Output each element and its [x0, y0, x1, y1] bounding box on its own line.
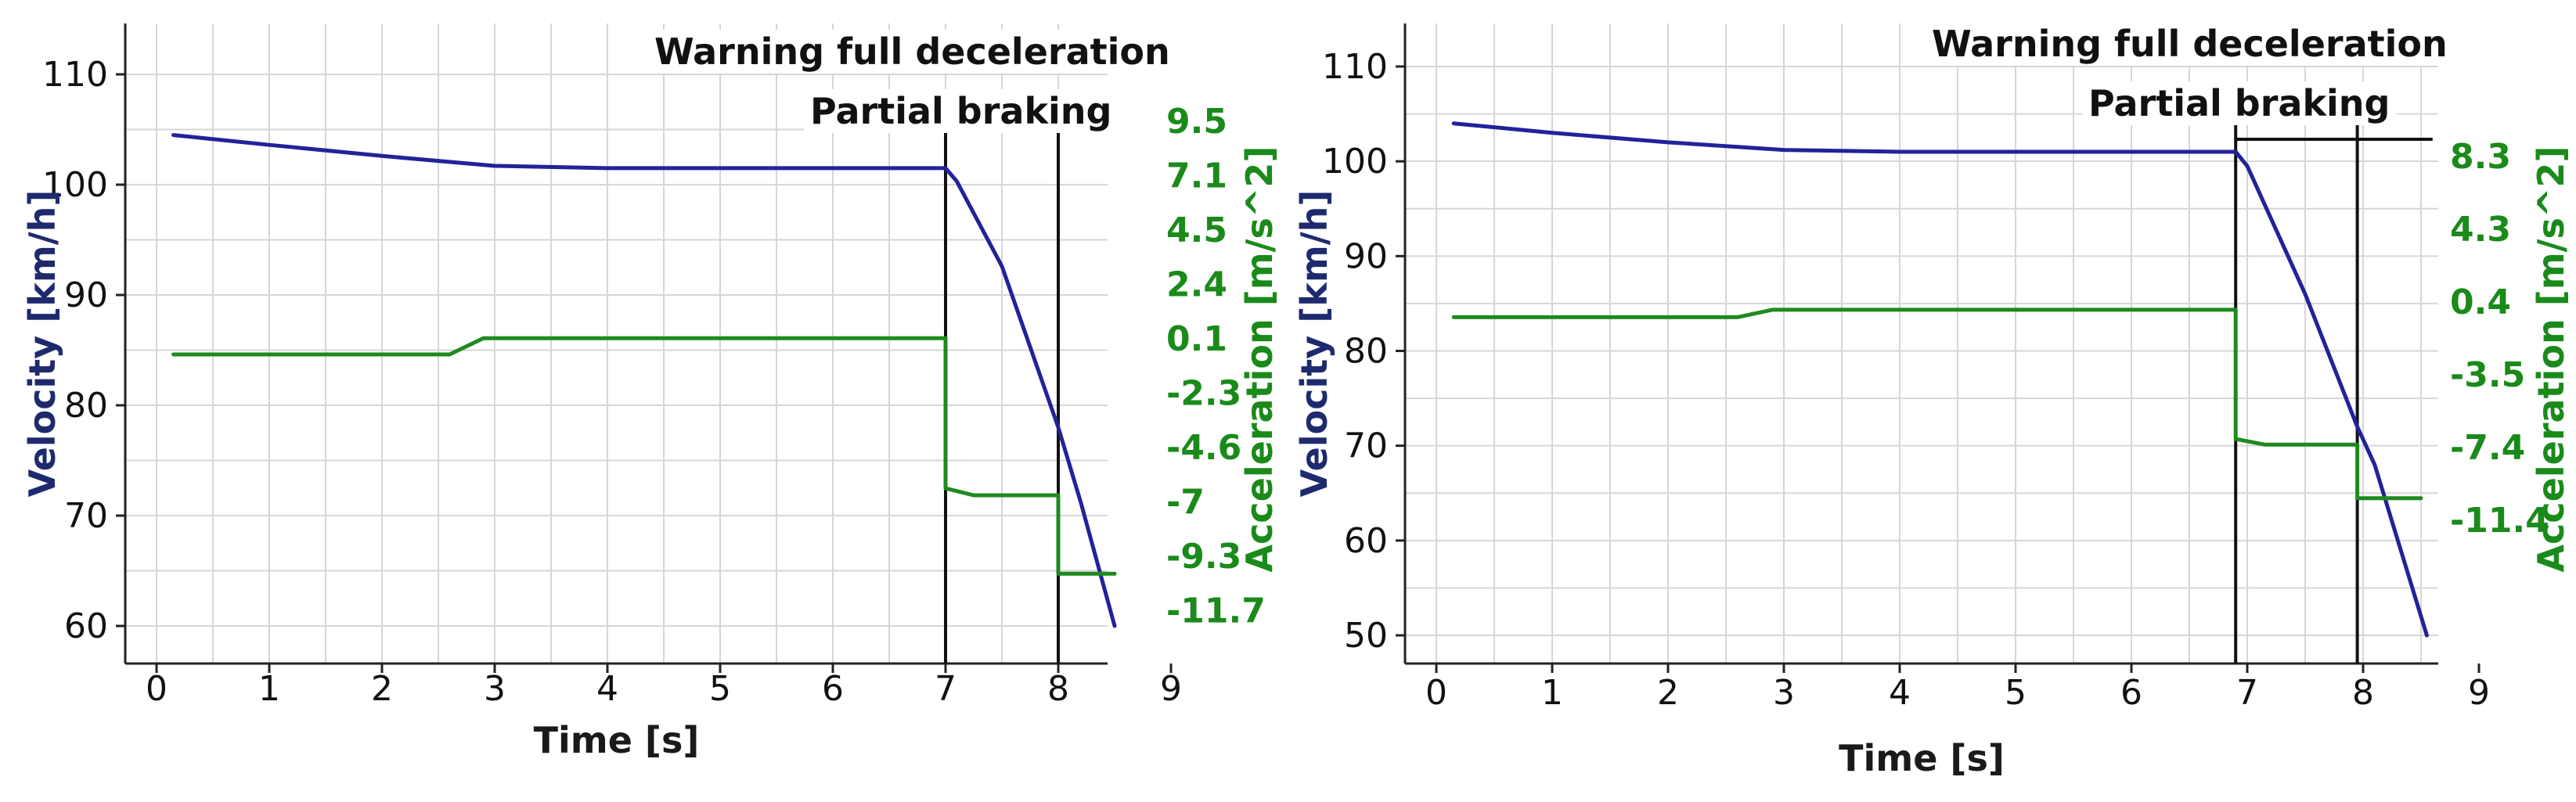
- x-axis-title: Time [s]: [534, 719, 700, 761]
- x-tick-label: 3: [484, 669, 506, 709]
- y2-tick-label: 2.4: [1166, 265, 1227, 305]
- y-tick-label: 90: [64, 275, 108, 315]
- x-tick-label: 5: [709, 669, 731, 709]
- y-tick-label: 70: [64, 496, 108, 536]
- y2-tick-label: 0.1: [1166, 319, 1227, 359]
- plot-area: [1405, 23, 2438, 664]
- chart-panel-1: 0 1 2 3 4 5 6 7 8 9 60 70 80 90 100 110 9.5 7.1 4.5 2.4 0.1 -…: [21, 23, 1281, 761]
- x-tick-label: 1: [1541, 673, 1563, 713]
- y2-tick-label: 8.3: [2450, 137, 2511, 177]
- y-tick-label: 100: [1322, 142, 1388, 182]
- y2-axis-title: Acceleration [m/s^2]: [2530, 146, 2572, 573]
- x-tick-label: 9: [1160, 669, 1182, 709]
- grid: [125, 23, 1108, 664]
- y-tick-label: 60: [1344, 521, 1388, 561]
- x-tick-label: 9: [2468, 673, 2490, 713]
- y2-tick-label: -11.4: [2450, 501, 2549, 541]
- y2-tick-label: -7: [1166, 483, 1205, 523]
- x-tick-label: 7: [2236, 673, 2258, 713]
- y2-tick-label: -4.6: [1166, 428, 1241, 468]
- velocity-line: [1451, 121, 2429, 638]
- y-tick-label: 110: [1322, 47, 1388, 87]
- x-tick-label: 5: [2005, 673, 2027, 713]
- x-tick-label: 6: [2120, 673, 2142, 713]
- y2-tick-label: -9.3: [1166, 537, 1241, 577]
- y-tick-label: 100: [42, 165, 108, 205]
- x-tick-label: 4: [1889, 673, 1911, 713]
- y-tick-label: 80: [64, 386, 108, 426]
- x-tick-label: 8: [2352, 673, 2374, 713]
- y2-tick-label: -3.5: [2450, 355, 2525, 395]
- y-tick-label: 80: [1344, 332, 1388, 372]
- y2-tick-label: 0.4: [2450, 282, 2511, 322]
- y2-tick-label: -7.4: [2450, 428, 2525, 468]
- y2-tick-label: 4.3: [2450, 210, 2511, 250]
- annotation-background: [2082, 81, 2397, 125]
- x-axis-title: Time [s]: [1839, 737, 2005, 779]
- y-tick-label: 110: [42, 55, 108, 95]
- annotation-label: Partial braking: [810, 90, 1111, 132]
- y-tick-label: 50: [1344, 616, 1388, 656]
- x-tick-label: 7: [935, 669, 957, 709]
- y-tick-label: 90: [1344, 236, 1388, 276]
- x-tick-label: 6: [822, 669, 844, 709]
- velocity-line: [171, 133, 1117, 628]
- y2-tick-label: -11.7: [1166, 592, 1266, 631]
- y-tick-label: 70: [1344, 426, 1388, 466]
- y2-tick-label: 7.1: [1166, 156, 1227, 196]
- y-axis-title: Velocity [km/h]: [21, 190, 63, 498]
- annotation-label: Warning full deceleration: [654, 31, 1170, 73]
- x-tick-label: 0: [146, 669, 168, 709]
- y-tick-label: 60: [64, 606, 108, 646]
- x-tick-label: 2: [371, 669, 393, 709]
- y-axis-title: Velocity [km/h]: [1293, 190, 1335, 498]
- annotation-background: [804, 89, 1119, 133]
- annotation-label: Warning full deceleration: [1932, 23, 2448, 65]
- x-tick-label: 1: [258, 669, 280, 709]
- x-tick-label: 4: [596, 669, 618, 709]
- acceleration-line: [171, 336, 1117, 576]
- x-tick-label: 3: [1773, 673, 1795, 713]
- annotation-label: Partial braking: [2088, 82, 2390, 124]
- annotation-background: [1926, 22, 2454, 66]
- chart-panel-2: 0 1 2 3 4 5 6 7 8 9 50 60 70 80 90 100 110 8.3 4.3 0.4 -3.5 -…: [1293, 22, 2572, 779]
- acceleration-line: [1451, 307, 2423, 501]
- y2-tick-label: 4.5: [1166, 210, 1227, 250]
- y2-tick-label: 9.5: [1166, 102, 1227, 142]
- x-tick-label: 8: [1047, 669, 1069, 709]
- y2-tick-label: -2.3: [1166, 374, 1241, 414]
- x-tick-label: 0: [1425, 673, 1447, 713]
- annotation-background: [648, 30, 1176, 74]
- y2-axis-title: Acceleration [m/s^2]: [1238, 146, 1281, 573]
- x-tick-label: 2: [1657, 673, 1679, 713]
